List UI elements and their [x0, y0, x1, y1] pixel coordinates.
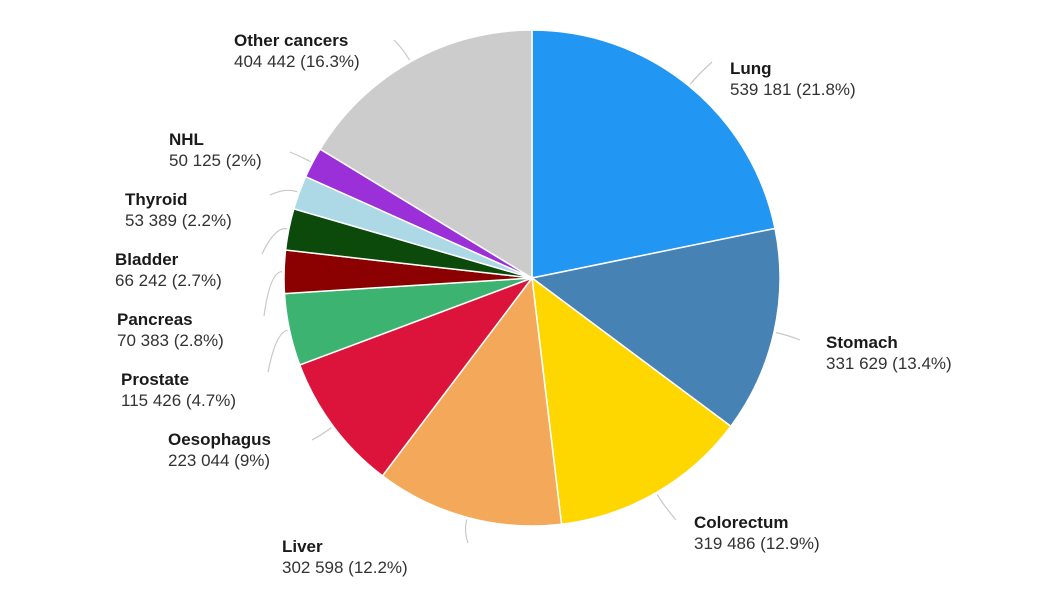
- label-name-oesophagus: Oesophagus: [168, 430, 271, 449]
- slice-other-cancers: [319, 29, 533, 280]
- leader-lung: [689, 61, 713, 85]
- label-value-other-cancers: 404 442 (16.3%): [234, 52, 360, 71]
- label-value-prostate: 115 426 (4.7%): [121, 391, 236, 410]
- label-name-stomach: Stomach: [826, 333, 898, 352]
- leader-liver: [464, 519, 469, 544]
- label-name-other-cancers: Other cancers: [234, 31, 348, 50]
- label-value-pancreas: 70 383 (2.8%): [117, 331, 224, 350]
- label-name-nhl: NHL: [169, 130, 204, 149]
- label-name-prostate: Prostate: [121, 370, 189, 389]
- label-value-nhl: 50 125 (2%): [169, 151, 262, 170]
- label-name-liver: Liver: [282, 537, 323, 556]
- leader-lines: [261, 39, 801, 544]
- label-value-oesophagus: 223 044 (9%): [168, 451, 270, 470]
- slice-labels: Lung 539 181 (21.8%) Stomach 331 629 (13.4%…: [115, 31, 952, 577]
- leader-other-cancers: [393, 39, 411, 61]
- slice-stomach: [530, 227, 781, 428]
- leader-pancreas: [263, 271, 283, 317]
- label-name-pancreas: Pancreas: [117, 310, 193, 329]
- pie-slices: [283, 29, 781, 527]
- label-value-bladder: 66 242 (2.7%): [115, 271, 222, 290]
- label-value-colorectum: 319 486 (12.9%): [694, 534, 820, 553]
- leader-thyroid: [269, 189, 298, 196]
- leader-bladder: [261, 228, 288, 255]
- slice-lung: [531, 29, 776, 279]
- label-name-bladder: Bladder: [115, 250, 179, 269]
- leader-nhl: [289, 151, 311, 163]
- label-name-lung: Lung: [730, 59, 772, 78]
- leader-oesophagus: [311, 427, 332, 441]
- slice-oesophagus: [298, 276, 535, 477]
- label-value-lung: 539 181 (21.8%): [730, 80, 856, 99]
- label-name-colorectum: Colorectum: [694, 513, 788, 532]
- slice-liver: [381, 276, 563, 527]
- leader-colorectum: [656, 494, 677, 521]
- label-value-thyroid: 53 389 (2.2%): [125, 211, 232, 230]
- slice-colorectum: [531, 276, 732, 526]
- leader-prostate: [267, 329, 288, 373]
- leader-stomach: [775, 331, 801, 341]
- label-name-thyroid: Thyroid: [125, 190, 187, 209]
- label-value-liver: 302 598 (12.2%): [282, 558, 408, 577]
- label-value-stomach: 331 629 (13.4%): [826, 354, 952, 373]
